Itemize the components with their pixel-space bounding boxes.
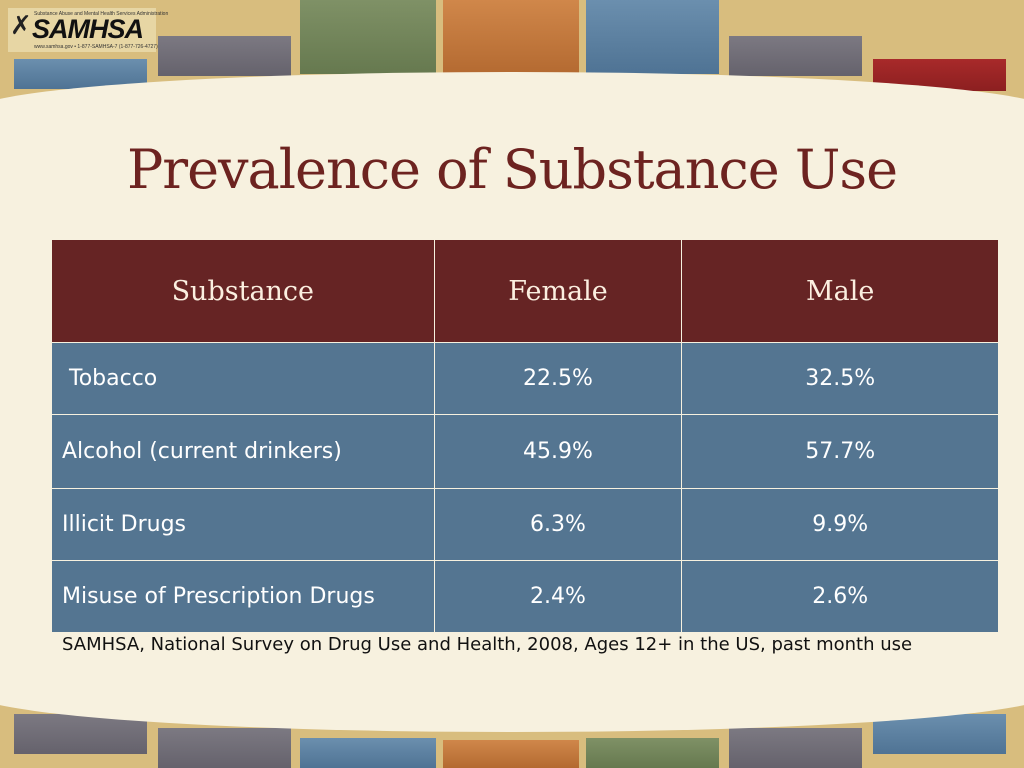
samhsa-logo: ✗ Substance Abuse and Mental Health Serv…: [8, 8, 168, 52]
slide-title: Prevalence of Substance Use: [126, 138, 898, 201]
logo-name: SAMHSA: [32, 14, 144, 44]
table-row: Misuse of Prescription Drugs 2.4% 2.6%: [51, 560, 999, 633]
decor-tile: [158, 36, 291, 76]
decor-tile: [729, 728, 862, 768]
table-row: Tobacco 22.5% 32.5%: [51, 342, 999, 415]
logo-tagline: Substance Abuse and Mental Health Servic…: [34, 11, 169, 17]
column-header-female: Female: [433, 239, 683, 343]
column-header-substance: Substance: [51, 239, 435, 343]
substance-cell: Tobacco: [51, 342, 435, 415]
female-value-cell: 6.3%: [433, 488, 683, 561]
male-value-cell: 2.6%: [681, 560, 999, 633]
decor-tile: [158, 728, 291, 768]
person-figure-icon: ✗: [10, 11, 32, 41]
male-value-cell: 57.7%: [681, 414, 999, 489]
decor-tile: [586, 738, 719, 768]
decor-tile: [729, 36, 862, 76]
table-header-row: Substance Female Male: [51, 239, 999, 343]
decor-tile: [443, 740, 579, 768]
table-row: Alcohol (current drinkers) 45.9% 57.7%: [51, 414, 999, 489]
decor-tile: [14, 714, 147, 754]
substance-cell: Misuse of Prescription Drugs: [51, 560, 435, 633]
decor-tile: [300, 738, 436, 768]
substance-cell: Illicit Drugs: [51, 488, 435, 561]
decor-tile: [873, 714, 1006, 754]
female-value-cell: 22.5%: [433, 342, 683, 415]
male-value-cell: 9.9%: [681, 488, 999, 561]
female-value-cell: 2.4%: [433, 560, 683, 633]
female-value-cell: 45.9%: [433, 414, 683, 489]
column-header-male: Male: [681, 239, 999, 343]
decor-tile: [586, 0, 719, 74]
substance-cell: Alcohol (current drinkers): [51, 414, 435, 489]
table-row: Illicit Drugs 6.3% 9.9%: [51, 488, 999, 561]
logo-contact: www.samhsa.gov • 1-877-SAMHSA-7 (1-877-7…: [34, 44, 158, 50]
male-value-cell: 32.5%: [681, 342, 999, 415]
prevalence-table: Substance Female Male Tobacco 22.5% 32.5…: [51, 239, 999, 633]
decor-tile: [300, 0, 436, 74]
source-citation: SAMHSA, National Survey on Drug Use and …: [62, 634, 913, 655]
decor-tile: [443, 0, 579, 74]
